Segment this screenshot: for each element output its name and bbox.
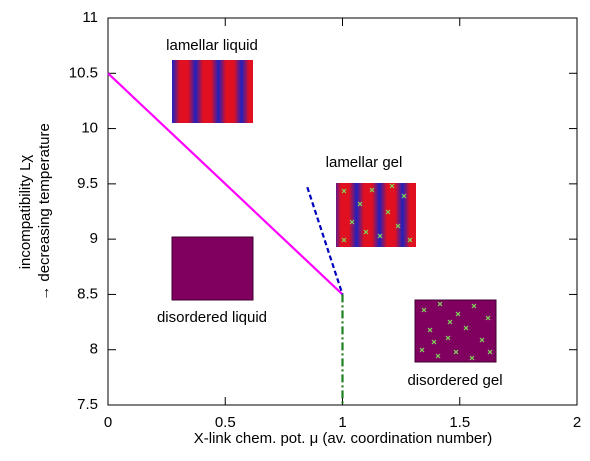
crosslink: [427, 327, 433, 333]
crosslink: [349, 219, 355, 225]
phase-label: disordered liquid: [157, 309, 267, 326]
crosslink: [445, 335, 451, 341]
crosslink: [447, 319, 453, 325]
y-tick-label: 9.5: [77, 175, 98, 192]
x-tick-label: 0.5: [215, 414, 236, 431]
crosslink: [369, 187, 375, 193]
x-axis-label: X-link chem. pot. μ (av. coordination nu…: [194, 430, 493, 447]
crosslink: [485, 315, 491, 321]
crosslink: [453, 349, 459, 355]
crosslink: [377, 233, 383, 239]
phase-boundary: [107, 72, 344, 296]
insets: [171, 60, 497, 363]
crosslink: [385, 209, 391, 215]
y-tick-label: 8: [90, 341, 98, 358]
crosslink: [341, 237, 347, 243]
crosslink: [437, 301, 443, 307]
phase-label: lamellar gel: [326, 154, 403, 171]
y-tick-label: 10.5: [69, 64, 98, 81]
crosslink: [435, 353, 441, 359]
crosslink: [395, 223, 401, 229]
x-tick-label: 2: [573, 414, 581, 431]
crosslink: [463, 325, 469, 331]
crosslink: [357, 201, 363, 207]
y-tick-label: 10: [81, 120, 98, 137]
crosslink: [487, 349, 493, 355]
crosslink: [479, 337, 485, 343]
crosslink: [389, 183, 395, 189]
y-axis-label: → decreasing temperature: [36, 123, 53, 301]
crosslink: [455, 311, 461, 317]
crosslink: [419, 347, 425, 353]
x-tick-label: 1.5: [449, 414, 470, 431]
lamellar-liquid-inset: [172, 60, 253, 123]
crosslink: [431, 339, 437, 345]
x-tick-label: 0: [104, 414, 112, 431]
y-tick-label: 9: [90, 230, 98, 247]
y-tick-label: 8.5: [77, 285, 98, 302]
crosslink: [469, 355, 475, 361]
crosslink: [421, 307, 427, 313]
phase-label: disordered gel: [407, 372, 502, 389]
crosslink: [401, 193, 407, 199]
phase-boundary: [306, 186, 344, 295]
y-tick-label: 7.5: [77, 396, 98, 413]
x-tick-label: 1: [338, 414, 346, 431]
lamellar-gel-inset: [336, 183, 416, 247]
crosslink: [363, 229, 369, 235]
y-tick-label: 11: [82, 9, 98, 26]
phase-label: lamellar liquid: [166, 37, 258, 54]
disordered-liquid-inset: [171, 236, 254, 301]
crosslink: [471, 303, 477, 309]
crosslink: [341, 188, 347, 194]
crosslinks: [341, 183, 493, 361]
crosslink: [407, 237, 413, 243]
y-axis-label: incompatibility Lχ: [17, 155, 34, 270]
